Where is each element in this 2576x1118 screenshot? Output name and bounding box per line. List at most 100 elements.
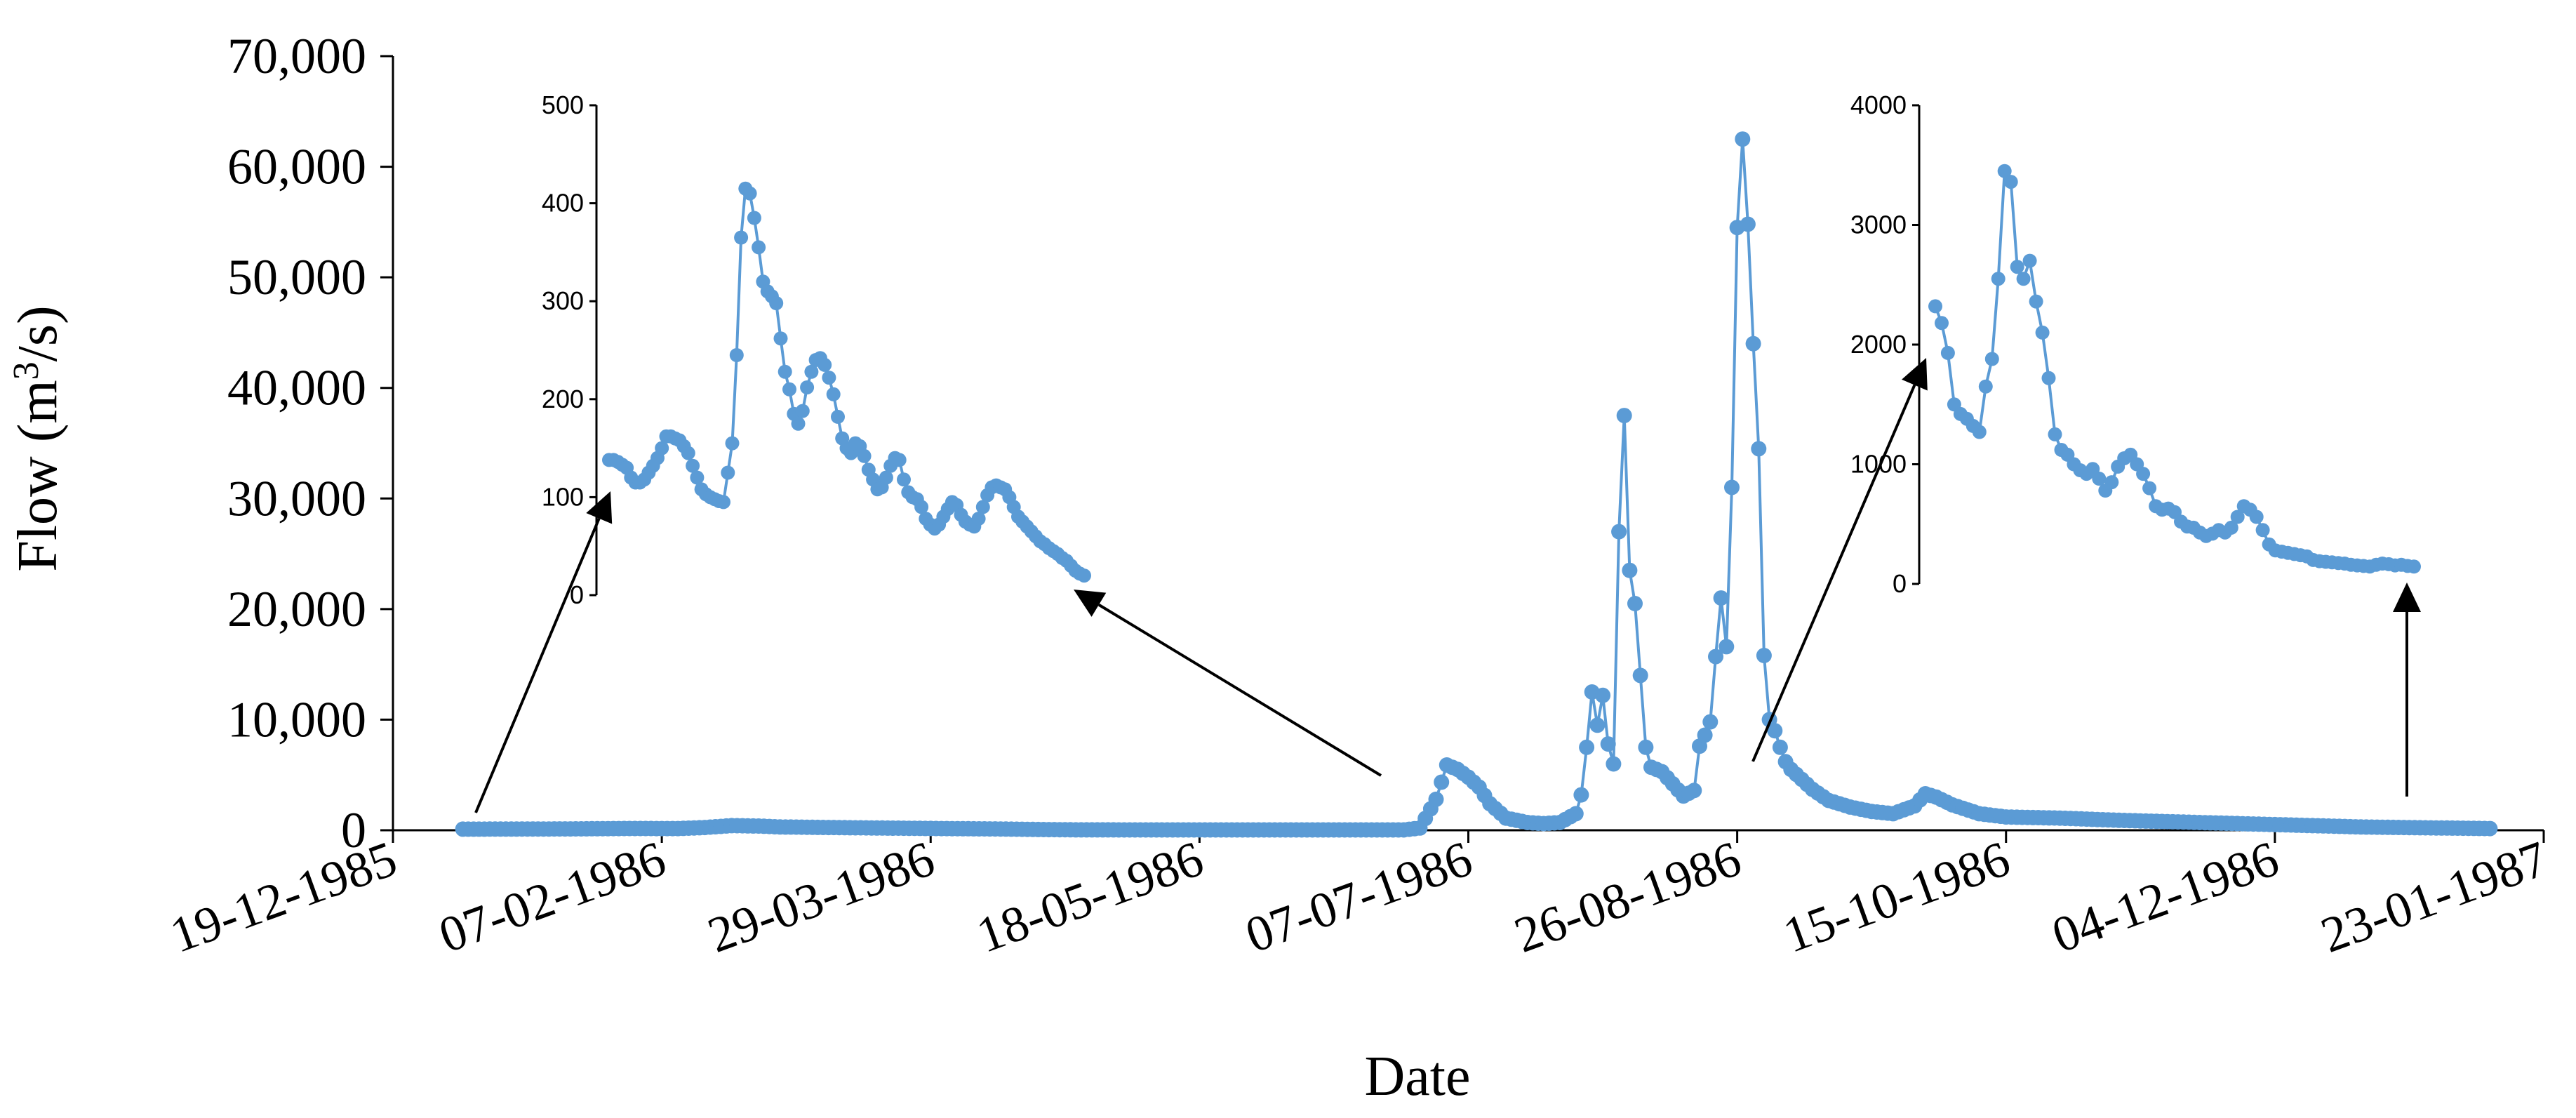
inset-right-data-point: [2136, 467, 2151, 481]
inset-left-y-tick-label: 500: [542, 91, 584, 119]
main-data-point: [1772, 739, 1788, 755]
inset-right-y-tick-label: 3000: [1850, 211, 1907, 239]
inset-left-data-point: [831, 409, 845, 424]
x-tick-label: 26-08-1986: [1507, 830, 1748, 964]
inset-right-data-point: [2041, 371, 2056, 385]
main-data-point: [1616, 408, 1632, 424]
inset-right-data-point: [1997, 164, 2012, 178]
inset-left-data-point: [897, 472, 911, 487]
inset-left-data-point: [975, 500, 990, 514]
x-tick-label: 23-01-1987: [2314, 830, 2554, 964]
inset-left-data-point: [892, 453, 907, 467]
main-series-line: [462, 138, 2490, 832]
main-data-point: [1627, 596, 1643, 611]
main-data-point: [1428, 791, 1444, 807]
main-data-point: [1434, 774, 1450, 790]
arrow-inset-right-start: [1751, 358, 1928, 762]
inset-left-data-point: [773, 331, 788, 346]
inset-right-data-point: [2142, 481, 2157, 495]
inset-left-y-tick-label: 100: [542, 482, 584, 511]
inset-right-data-point: [2010, 260, 2024, 274]
inset-right-data-point: [1991, 272, 2006, 286]
inset-right-data-point: [2022, 253, 2037, 268]
main-data-point: [1579, 739, 1595, 755]
main-data-point: [1767, 723, 1783, 739]
x-tick-label: 15-10-1986: [1776, 830, 2017, 964]
x-tick-label: 18-05-1986: [970, 830, 1210, 964]
inset-right-data-point: [2035, 325, 2050, 340]
inset-left-data-point: [681, 446, 695, 460]
inset-right-data-point: [1935, 316, 1949, 331]
inset-right-y-tick-label: 0: [1893, 569, 1907, 598]
arrow-inset-right-end: [2393, 583, 2421, 797]
inset-right-data-point: [1984, 352, 1999, 366]
inset-right-data-point: [2230, 510, 2245, 524]
inset-left-data-point: [791, 416, 806, 431]
inset-left-data-point: [795, 404, 810, 418]
main-data-point: [1611, 524, 1627, 540]
inset-left-data-point: [782, 382, 796, 397]
y-tick-label: 60,000: [227, 139, 366, 195]
main-data-point: [1686, 783, 1702, 799]
inset-left-data-point: [686, 458, 700, 473]
inset-left-data-point: [879, 470, 893, 485]
inset-left-data-point: [742, 186, 757, 201]
inset-left-data-point: [826, 387, 841, 401]
inset-right-data-point: [2104, 475, 2119, 490]
x-tick-label: 29-03-1986: [701, 830, 942, 964]
main-data-point: [1713, 590, 1729, 606]
inset-right-data-point: [2048, 427, 2062, 441]
main-data-point: [1600, 736, 1616, 752]
inset-left-data-point: [690, 470, 705, 485]
inset-left-data-point: [914, 500, 929, 514]
main-flow-series: [455, 131, 2498, 838]
main-data-point: [1638, 739, 1654, 755]
inset-left-data-point: [822, 371, 836, 385]
inset-right-data-point: [1972, 425, 1987, 439]
inset-right-data-point: [2407, 559, 2421, 574]
inset-right-chart: 0 1000 2000 3000 4000: [1850, 91, 2421, 598]
main-data-point: [1702, 714, 1719, 730]
main-data-point: [1606, 756, 1622, 772]
inset-left-y-tick-label: 200: [542, 385, 584, 413]
inset-left-data-point: [778, 364, 792, 379]
arrow-inset-left-start: [474, 491, 613, 813]
x-tick-label: 04-12-1986: [2045, 830, 2285, 964]
main-data-point: [1622, 562, 1638, 578]
inset-right-data-point: [2092, 472, 2107, 486]
y-tick-label: 50,000: [227, 249, 366, 305]
inset-left-data-point: [725, 436, 740, 451]
inset-right-y-tick-label: 1000: [1850, 450, 1907, 479]
x-axis-label: Date: [1364, 1046, 1470, 1107]
inset-right-data-point: [2224, 520, 2238, 535]
main-y-axis-ticks: 0 10,000 20,000 30,000 40,000 50,000 60,000 70,…: [227, 28, 393, 858]
y-axis-label: Flow (m3/s): [6, 305, 69, 571]
inset-left-data-point: [747, 211, 761, 225]
inset-left-data-point: [729, 348, 744, 362]
main-data-point: [1697, 727, 1713, 743]
inset-right-data-point: [1928, 299, 1942, 314]
inset-left-data-point: [971, 512, 986, 526]
inset-right-data-point: [2003, 175, 2018, 189]
inset-right-y-tick-label: 4000: [1850, 91, 1907, 119]
y-tick-label: 20,000: [227, 581, 366, 637]
inset-right-data-point: [2255, 523, 2270, 538]
inset-right-data-point: [2249, 510, 2264, 524]
main-data-point: [2482, 820, 2498, 837]
main-data-point: [1735, 131, 1751, 147]
inset-left-data-point: [716, 495, 730, 510]
y-tick-label: 70,000: [227, 28, 366, 84]
y-tick-label: 30,000: [227, 470, 366, 526]
inset-left-data-point: [817, 357, 832, 372]
inset-left-y-tick-label: 400: [542, 189, 584, 218]
main-data-point: [1632, 667, 1648, 684]
inset-left-data-point: [1077, 568, 1091, 583]
inset-left-data-point: [769, 296, 784, 310]
inset-left-data-point: [804, 364, 819, 379]
inset-left-data-point: [655, 441, 669, 455]
main-data-point: [1573, 787, 1589, 803]
x-tick-label: 07-02-1986: [432, 830, 673, 964]
main-data-point: [1756, 648, 1772, 663]
y-tick-label: 10,000: [227, 691, 366, 747]
